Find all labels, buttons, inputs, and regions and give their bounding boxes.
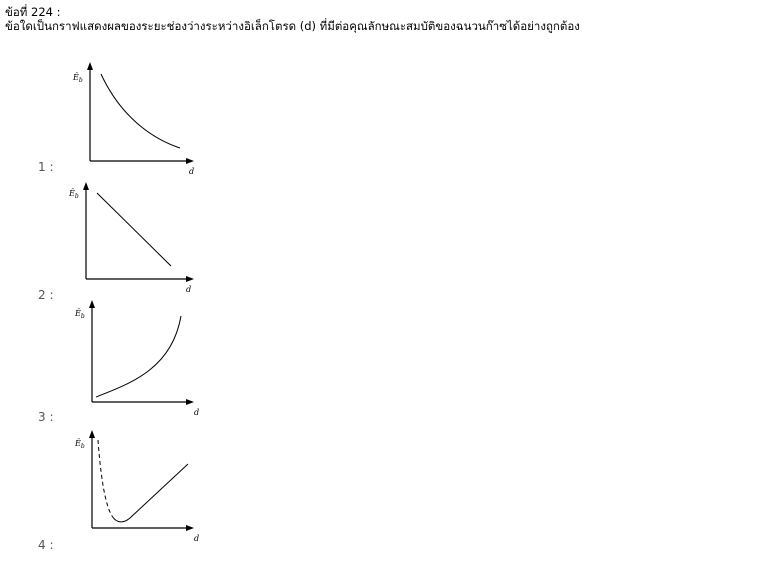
question-number: ข้อที่ 224 : (5, 5, 61, 19)
y-axis-arrow (87, 62, 93, 70)
y-axis-label: Êb (72, 73, 83, 84)
choice-2-graph[interactable]: Êb d (66, 180, 196, 300)
y-axis-arrow (89, 300, 95, 308)
x-axis-arrow (186, 158, 194, 164)
choice-2-label[interactable]: 2 : (38, 288, 54, 302)
y-axis-label: Êb (74, 439, 85, 450)
y-axis-label: Êb (74, 309, 85, 320)
choice-4-graph[interactable]: Êb d (72, 428, 202, 546)
x-axis-label: d (194, 408, 199, 417)
curve-dashed-descent (97, 439, 113, 517)
x-axis-label: d (186, 285, 191, 294)
y-axis-arrow (83, 182, 89, 190)
choice-4-label[interactable]: 4 : (38, 538, 54, 552)
y-axis-arrow (89, 430, 95, 438)
curve-minimum-and-linear-rise (111, 463, 189, 523)
choice-3-graph[interactable]: Êb d (72, 298, 202, 420)
x-axis-arrow (186, 399, 194, 405)
curve-decreasing-convex (100, 73, 181, 149)
x-axis-label: d (194, 534, 199, 543)
question-header: ข้อที่ 224 : ข้อใดเป็นกราฟแสดงผลของระยะช… (5, 5, 580, 33)
x-axis-label: d (189, 167, 194, 176)
x-axis-arrow (186, 525, 194, 531)
curve-linear-decreasing (96, 192, 172, 267)
y-axis-label: Êb (68, 189, 79, 200)
choice-1-graph[interactable]: Êb d (70, 60, 200, 180)
choice-3-label[interactable]: 3 : (38, 410, 54, 424)
question-text: ข้อใดเป็นกราฟแสดงผลของระยะช่องว่างระหว่า… (5, 19, 580, 33)
choice-1-label[interactable]: 1 : (38, 160, 54, 174)
x-axis-arrow (186, 276, 194, 282)
curve-increasing-convex (95, 315, 182, 398)
